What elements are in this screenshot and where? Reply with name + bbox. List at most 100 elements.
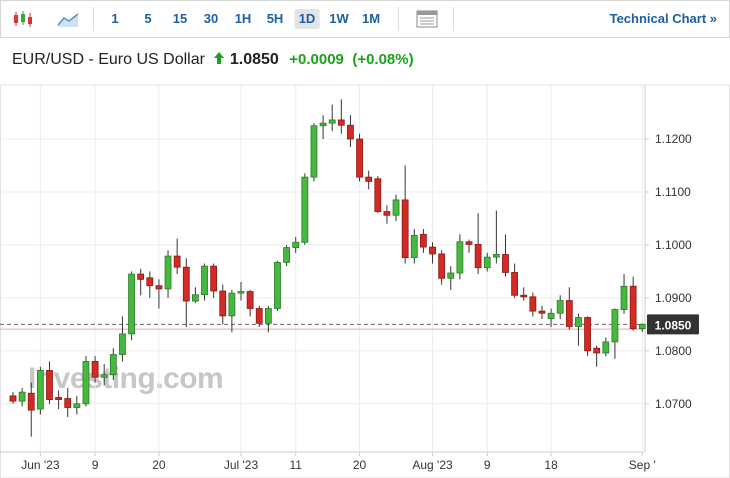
candle-body	[401, 199, 409, 259]
interval-button[interactable]: 1M	[361, 11, 381, 26]
up-arrow	[214, 52, 225, 64]
y-tick-label: 1.0700	[655, 397, 692, 411]
candle-body	[575, 317, 582, 327]
candle-body	[465, 241, 473, 245]
candle-body	[310, 125, 318, 178]
x-tick-label: 20	[353, 458, 367, 472]
interval-button[interactable]: 15	[172, 11, 188, 26]
candle-body	[36, 370, 44, 410]
candle-body	[638, 323, 646, 330]
candle-icon[interactable]	[11, 9, 35, 29]
candle-body	[502, 254, 509, 273]
candle-body	[538, 310, 546, 314]
interval-button[interactable]: 1W	[329, 11, 349, 26]
candle-body	[91, 361, 99, 378]
candle-body	[410, 235, 418, 259]
candle-body	[264, 308, 272, 324]
candle-body	[447, 272, 455, 279]
candle-body	[347, 124, 354, 140]
candle-body	[164, 255, 172, 290]
candle-body	[483, 256, 491, 269]
candle-body	[584, 317, 591, 352]
candle-body	[228, 292, 236, 317]
interval-button[interactable]: 5H	[266, 11, 284, 26]
candle-body	[46, 370, 53, 400]
candle-body	[419, 233, 427, 248]
candle-body	[27, 392, 35, 411]
toolbar: Technical Chart » 1 5 15 30 1H 5H 1D 1W 1M	[0, 0, 730, 38]
candle-body	[73, 403, 81, 408]
candle-body	[374, 178, 382, 212]
candle-body	[429, 246, 436, 255]
candle-body	[529, 296, 537, 312]
candle-body	[18, 391, 26, 402]
candle-body	[155, 285, 163, 290]
interval-button[interactable]: 1D	[294, 9, 320, 29]
x-tick-label: Jun '23	[21, 458, 60, 472]
interval-button[interactable]: 1	[111, 11, 119, 26]
candle-body	[337, 119, 345, 126]
y-tick-label: 1.0800	[655, 344, 692, 358]
candle-body	[237, 291, 245, 294]
y-tick-label: 1.1000	[655, 238, 692, 252]
candle-body	[565, 300, 573, 327]
candle-body	[128, 273, 135, 335]
candle-body	[191, 294, 199, 302]
candle-body	[629, 285, 637, 330]
candle-body	[511, 272, 519, 296]
x-tick-label: 9	[484, 458, 491, 472]
x-tick-label: 11	[289, 458, 302, 472]
change: +0.0009	[289, 51, 344, 68]
line-icon[interactable]	[56, 9, 80, 29]
quote-header: EUR/USD - Euro US Dollar 1.0850 +0.0009 …	[12, 51, 414, 69]
candle-body	[319, 122, 327, 127]
candle-body	[547, 312, 555, 319]
symbol-name: EUR/USD - Euro US Dollar	[12, 51, 205, 68]
candle-body	[246, 291, 254, 309]
candle-body	[109, 354, 117, 376]
x-tick-label: 9	[92, 458, 99, 472]
candle-body	[383, 211, 391, 216]
candle-body	[620, 285, 628, 310]
interval-button[interactable]: 30	[203, 11, 219, 26]
change-percent: (+0.08%)	[352, 51, 414, 68]
y-tick-label: 1.0900	[655, 291, 692, 305]
candle-body	[556, 300, 564, 314]
candle-body	[474, 244, 482, 269]
candle-body	[602, 341, 610, 354]
candle-body	[100, 374, 108, 378]
x-tick-label: Aug '23	[412, 458, 453, 472]
candle-body	[201, 265, 208, 296]
candle-body	[137, 273, 145, 280]
candle-body	[593, 347, 601, 354]
interval-button[interactable]: 1H	[234, 11, 252, 26]
candle-body	[356, 138, 363, 178]
y-tick-label: 1.1200	[655, 132, 692, 146]
x-tick-label: Jul '23	[224, 458, 259, 472]
candle-body	[492, 254, 500, 258]
candle-body	[274, 262, 281, 309]
candle-body	[173, 255, 181, 268]
candle-body	[219, 290, 227, 317]
plot-frame	[0, 84, 730, 478]
table-icon[interactable]	[415, 9, 439, 29]
candle-body	[438, 253, 446, 279]
separator	[453, 7, 454, 31]
x-tick-label: Sep '	[629, 458, 656, 472]
candle-body	[456, 241, 464, 274]
candle-body	[64, 398, 72, 408]
candle-body	[146, 277, 154, 287]
candle-body	[365, 176, 373, 182]
candle-body	[9, 395, 17, 402]
interval-button[interactable]: 5	[144, 11, 152, 26]
candle-body	[82, 361, 90, 405]
candle-body	[520, 294, 528, 298]
technical-chart-link[interactable]: Technical Chart »	[609, 11, 717, 26]
candle-body	[328, 119, 336, 124]
candle-body	[182, 266, 190, 302]
candle-body	[292, 241, 300, 248]
separator	[398, 7, 399, 31]
last-price: 1.0850	[229, 51, 279, 68]
candle-body	[55, 397, 62, 400]
